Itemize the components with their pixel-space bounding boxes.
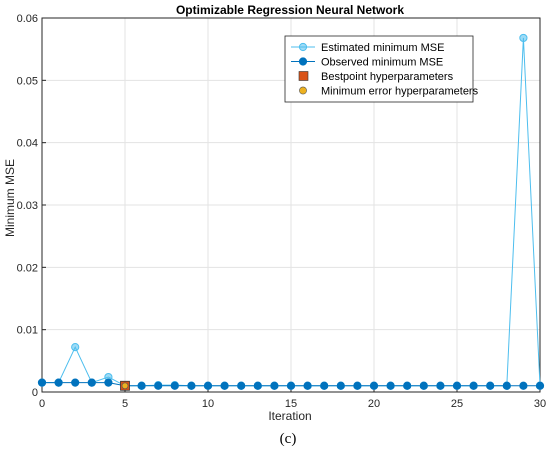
observed-mse-point	[203, 381, 213, 390]
x-tick-label: 20	[368, 398, 380, 410]
observed-mse-point	[270, 381, 279, 390]
observed-mse-point	[436, 381, 445, 390]
observed-mse-point	[369, 381, 379, 390]
observed-mse-point	[486, 381, 495, 390]
observed-mse-point	[71, 378, 80, 387]
x-tick-label: 15	[285, 398, 297, 410]
observed-mse-point	[419, 381, 428, 390]
chart-title: Optimizable Regression Neural Network	[176, 3, 404, 17]
y-tick-label: 0.03	[17, 200, 38, 212]
y-tick-label: 0.01	[17, 325, 38, 337]
observed-mse-point	[37, 378, 47, 387]
legend-estimated-symbol	[298, 42, 308, 52]
figure-caption: (c)	[280, 431, 297, 447]
observed-mse-point	[303, 381, 312, 390]
y-tick-label: 0.06	[17, 13, 38, 25]
observed-mse-point	[220, 381, 229, 390]
y-tick-label: 0.05	[17, 75, 38, 87]
observed-mse-point	[286, 381, 296, 390]
observed-mse-point	[237, 381, 246, 390]
y-axis-label: Minimum MSE	[3, 159, 17, 237]
observed-mse-point	[54, 378, 63, 387]
observed-mse-point	[535, 381, 545, 390]
x-tick-label: 10	[202, 398, 214, 410]
legend: Estimated minimum MSE Observed minimum MS…	[284, 35, 479, 103]
observed-mse-point	[104, 378, 113, 387]
legend-observed-symbol	[298, 57, 308, 66]
series-layer	[37, 33, 545, 391]
observed-mse-point	[353, 381, 362, 390]
x-tick-label: 30	[534, 398, 546, 410]
estimated-mse-point	[519, 33, 528, 43]
legend-min-error-label: Minimum error hyperparameters	[321, 86, 479, 98]
x-tick-label: 25	[451, 398, 463, 410]
y-tick-label: 0.02	[17, 262, 38, 274]
observed-mse-point	[137, 381, 146, 390]
observed-mse-point	[403, 381, 412, 390]
legend-bestpoint-symbol	[298, 71, 309, 81]
observed-mse-point	[320, 381, 329, 390]
legend-bestpoint-label: Bestpoint hyperparameters	[321, 71, 454, 83]
observed-mse-point	[452, 381, 462, 390]
legend-box	[284, 35, 474, 103]
legend-min-error-symbol	[299, 86, 307, 95]
legend-observed-label: Observed minimum MSE	[321, 57, 443, 69]
observed-mse-point	[469, 381, 478, 390]
observed-mse-point	[519, 381, 528, 390]
observed-mse-point	[187, 381, 196, 390]
x-tick-label: 5	[122, 398, 128, 410]
observed-mse-point	[336, 381, 345, 390]
x-tick-label: 0	[39, 398, 45, 410]
observed-mse-point	[87, 378, 96, 387]
legend-estimated-label: Estimated minimum MSE	[321, 42, 444, 54]
observed-mse-point	[154, 381, 163, 390]
observed-mse-point	[502, 381, 511, 390]
observed-mse-point	[170, 381, 179, 390]
min-error-marker	[121, 382, 129, 390]
observed-mse-point	[386, 381, 395, 390]
observed-mse-point	[253, 381, 262, 390]
estimated-mse-point	[71, 343, 80, 352]
x-axis-label: Iteration	[268, 409, 311, 423]
y-tick-label: 0.04	[17, 138, 38, 150]
y-tick-label: 0	[32, 387, 38, 399]
axis-ticks: 0 5 10 15 20 25 30 0 0.01 0.02 0.03 0.04 0.05 0.06	[17, 13, 547, 410]
